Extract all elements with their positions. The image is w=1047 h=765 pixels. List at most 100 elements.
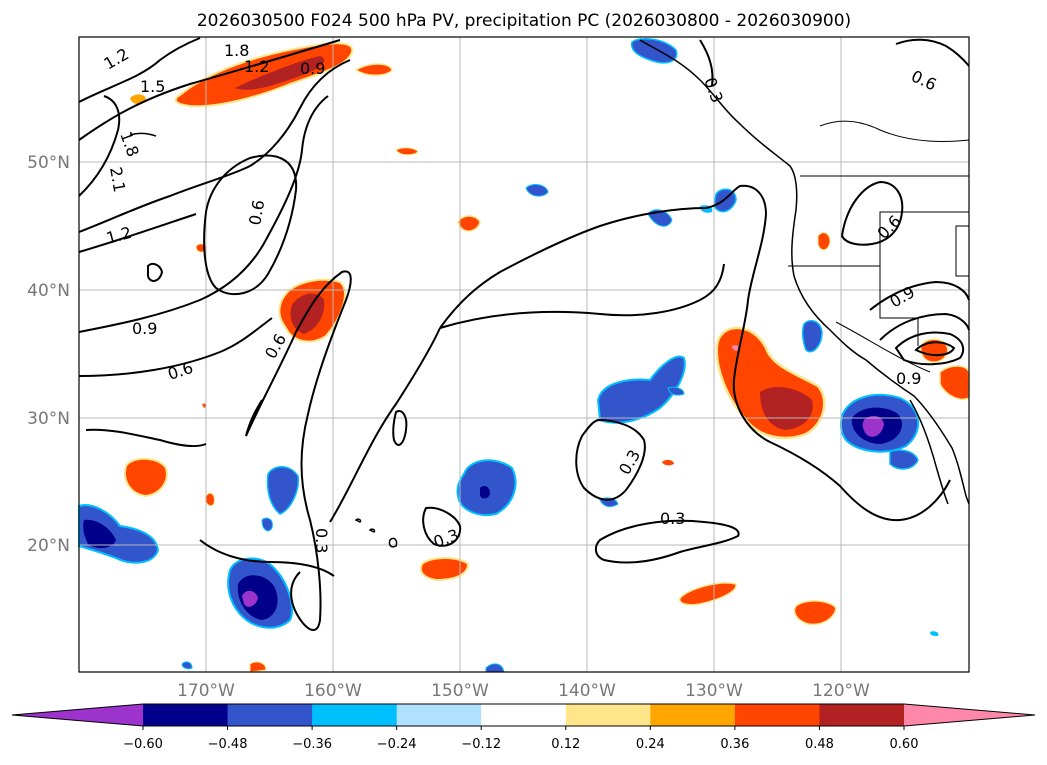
precip-neg-west-1 [78,504,160,564]
colorbar: −0.60 −0.48 −0.36 −0.24 −0.12 0.12 0.24 0.36 0.4… [11,703,1036,752]
contour-label: 1.2 [244,57,269,76]
colorbar-segment [143,704,229,726]
map-panel: 1.2 1.5 1.8 0.9 1.2 2.1 1.8 1.2 0.9 0.6 … [78,36,970,673]
precip-neg-small-5 [667,386,685,396]
contour-line [78,213,197,253]
contour-line [879,312,970,341]
contour-label: 0.9 [896,369,921,388]
contour-line [594,519,740,564]
lon-label: 130°W [685,681,743,701]
precip-neg-small-2 [647,209,673,227]
contour-line [840,180,904,246]
precip-blob-tiny-2 [249,661,267,673]
colorbar-tick-label: −0.24 [377,737,417,752]
contour-label: 0.6 [245,198,268,226]
lat-label: 50°N [27,153,70,173]
colorbar-tick-label: 0.24 [636,737,665,752]
contour-label: 2.1 [106,165,129,193]
precip-blob-se-1 [679,582,737,606]
contour-line [78,95,329,333]
contour-line [699,39,714,87]
colorbar-tick-label: −0.48 [208,737,248,752]
colorbar-tick-label: −0.12 [461,737,501,752]
contour-line [78,37,201,103]
precip-blob-small-6 [205,492,215,507]
precip-neg-small-1 [525,184,549,197]
figure-title: 2026030500 F024 500 hPa PV, precipitatio… [197,11,851,31]
lon-label: 150°W [431,681,489,701]
map-frame [78,36,970,673]
precip-neg-gulf-alaska [630,37,678,64]
precip-blob-arizona [919,338,949,363]
precip-neg-hawaii-n-core [480,486,490,499]
longitude-labels: 170°W 160°W 150°W 140°W 130°W 120°W [177,681,870,701]
contour-line [439,263,725,329]
contour-line [78,39,341,141]
contour-line [199,539,335,577]
contour-line [78,95,121,197]
contour-label: 0.9 [132,319,157,338]
colorbar-segment [819,704,905,726]
precip-neg-central-1 [596,355,686,424]
colorbar-tick-label: 0.60 [890,737,919,752]
precip-negative-areas [78,37,939,673]
contour-line [290,571,303,623]
lat-label: 40°N [27,281,70,301]
colorbar-extend-high [904,704,1035,726]
political-borders [788,175,970,373]
precip-blob-california-core [760,386,813,430]
precip-neg-mexico-core [862,415,884,437]
precip-neg-small-10 [930,631,939,636]
contour-line [895,38,970,67]
precip-neg-southwest-core [242,590,258,607]
precip-blob-west-1 [124,457,168,498]
contour-line [894,331,965,366]
colorbar-extend-low [12,704,143,726]
contour-line [392,410,408,446]
latitude-labels: 50°N 40°N 30°N 20°N [27,153,70,556]
precip-neg-west-1-core [83,519,116,549]
precip-blob-se-2 [793,600,837,626]
precip-blob-small-3 [395,147,419,156]
pv-contours [78,37,970,631]
colorbar-segment [565,704,651,726]
precip-neg-small-9 [181,661,193,670]
precip-blob-california-spot [732,345,740,351]
contour-line [422,506,462,547]
precip-neg-baja [801,319,823,353]
contour-label: 0.3 [660,509,685,528]
contour-line [914,341,956,356]
contour-line [329,327,441,523]
precip-blob-oregon [817,232,831,251]
lon-label: 160°W [304,681,362,701]
colorbar-tick-label: −0.60 [123,737,163,752]
graticule [79,37,969,672]
contour-line [78,59,351,233]
precip-blob-small-4 [457,215,481,232]
colorbar-tick-label: 0.12 [551,737,580,752]
precip-blob-small-1 [354,63,393,76]
contour-label: 1.5 [140,77,165,96]
lat-label: 20°N [27,536,70,556]
precip-blob-central-core [290,293,325,334]
colorbar-segment [312,704,398,726]
contour-line [869,280,970,311]
colorbar-segment [481,704,567,726]
contour-line [203,154,298,296]
lat-label: 30°N [27,409,70,429]
precip-positive-areas [124,42,970,673]
precip-neg-small-6 [261,517,273,532]
contour-line [245,399,263,437]
precip-blob-tiny-1 [662,459,674,466]
lon-label: 120°W [812,681,870,701]
precip-neg-mexico-2 [889,449,919,470]
colorbar-tick-label: −0.36 [292,737,332,752]
contour-label: 0.9 [300,59,325,78]
colorbar-segment [734,704,820,726]
coastlines [129,39,970,548]
contour-line [245,270,352,631]
precip-blob-tiny-3 [202,403,207,408]
colorbar-segment [396,704,482,726]
lon-label: 170°W [177,681,235,701]
